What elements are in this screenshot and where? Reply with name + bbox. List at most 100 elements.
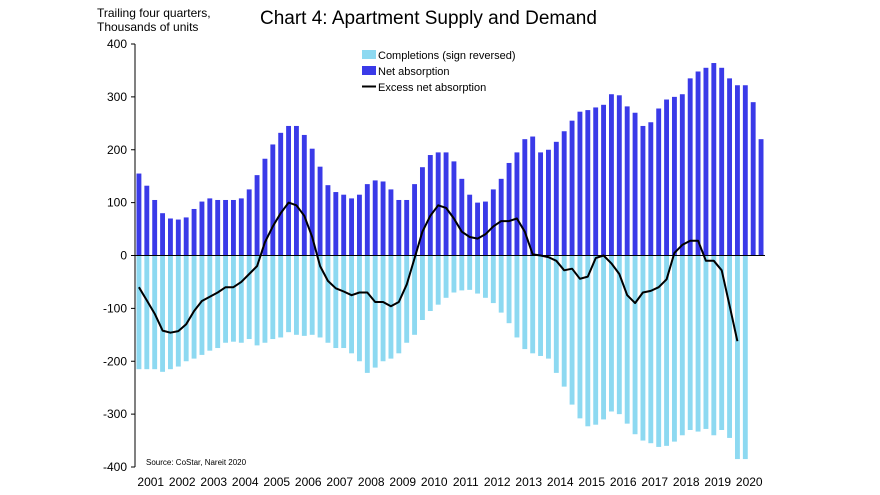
x-tick-label: 2008 bbox=[358, 475, 385, 489]
net-absorption-bar bbox=[286, 125, 292, 256]
x-tick-label: 2001 bbox=[137, 475, 164, 489]
net-absorption-bar bbox=[254, 175, 260, 256]
net-absorption-bar bbox=[317, 166, 323, 256]
completions-bar bbox=[341, 255, 347, 349]
net-absorption-bar bbox=[278, 132, 284, 256]
net-absorption-bar bbox=[388, 189, 394, 256]
x-tick-label: 2002 bbox=[169, 475, 196, 489]
completions-bar bbox=[475, 255, 481, 294]
completions-bar bbox=[404, 255, 410, 343]
net-absorption-bar bbox=[522, 139, 528, 256]
net-absorption-bar bbox=[459, 178, 465, 256]
completions-bar bbox=[482, 255, 488, 298]
x-tick-label: 2014 bbox=[547, 475, 574, 489]
net-absorption-bar bbox=[167, 218, 173, 256]
net-absorption-bar bbox=[608, 94, 614, 256]
net-absorption-bar bbox=[593, 107, 599, 256]
completions-bar bbox=[356, 255, 362, 362]
net-absorption-bar bbox=[490, 189, 496, 256]
legend-swatch-net-absorption bbox=[362, 66, 376, 75]
net-absorption-bar bbox=[152, 199, 158, 256]
completions-bar bbox=[679, 255, 685, 436]
net-absorption-bar bbox=[160, 213, 166, 256]
y-tick-label: 0 bbox=[120, 249, 127, 263]
completions-bar bbox=[451, 255, 457, 293]
x-tick-label: 2007 bbox=[326, 475, 353, 489]
net-absorption-bar bbox=[703, 67, 709, 256]
completions-bar bbox=[270, 255, 276, 340]
net-absorption-bar bbox=[498, 178, 504, 256]
completions-bar bbox=[246, 255, 252, 340]
completions-bar bbox=[514, 255, 520, 338]
completions-bar bbox=[530, 255, 536, 354]
net-absorption-bar bbox=[451, 161, 457, 256]
completions-bar bbox=[309, 255, 315, 335]
net-absorption-bar bbox=[727, 78, 733, 256]
completions-bar bbox=[427, 255, 433, 312]
x-tick-label: 2009 bbox=[389, 475, 416, 489]
net-absorption-bar bbox=[664, 99, 670, 256]
net-absorption-bar bbox=[356, 194, 362, 256]
net-absorption-bar bbox=[656, 108, 662, 256]
completions-bar bbox=[616, 255, 622, 415]
bars-group bbox=[136, 63, 764, 460]
x-tick-label: 2013 bbox=[515, 475, 542, 489]
net-absorption-bar bbox=[230, 199, 236, 256]
net-absorption-bar bbox=[246, 189, 252, 256]
completions-bar bbox=[656, 255, 662, 447]
completions-bar bbox=[175, 255, 181, 367]
net-absorption-bar bbox=[136, 173, 142, 256]
completions-bar bbox=[223, 255, 229, 343]
completions-bar bbox=[490, 255, 496, 304]
net-absorption-bar bbox=[199, 201, 205, 256]
completions-bar bbox=[254, 255, 260, 346]
x-tick-label: 2004 bbox=[232, 475, 259, 489]
x-tick-label: 2018 bbox=[673, 475, 700, 489]
y-axis-label: Trailing four quarters, Thousands of uni… bbox=[97, 6, 211, 34]
completions-bar bbox=[648, 255, 654, 444]
completions-bar bbox=[671, 255, 677, 442]
net-absorption-bar bbox=[309, 148, 315, 256]
net-absorption-bar bbox=[569, 120, 575, 256]
completions-bar bbox=[167, 255, 173, 370]
net-absorption-bar bbox=[601, 104, 607, 256]
completions-bar bbox=[624, 255, 630, 424]
completions-bar bbox=[286, 255, 292, 333]
net-absorption-bar bbox=[349, 198, 355, 256]
net-absorption-bar bbox=[191, 208, 197, 256]
net-absorption-bar bbox=[719, 67, 725, 256]
completions-bar bbox=[538, 255, 544, 356]
completions-bar bbox=[230, 255, 236, 342]
completions-bar bbox=[522, 255, 528, 350]
net-absorption-bar bbox=[632, 112, 638, 256]
net-absorption-bar bbox=[333, 192, 339, 256]
completions-bar bbox=[215, 255, 221, 349]
net-absorption-bar bbox=[175, 219, 181, 256]
completions-bar bbox=[640, 255, 646, 441]
net-absorption-bar bbox=[270, 144, 276, 256]
x-tick-label: 2006 bbox=[295, 475, 322, 489]
net-absorption-bar bbox=[341, 194, 347, 256]
x-tick-label: 2010 bbox=[421, 475, 448, 489]
net-absorption-bar bbox=[585, 110, 591, 256]
net-absorption-bar bbox=[183, 217, 189, 256]
net-absorption-bar bbox=[223, 199, 229, 256]
net-absorption-bar bbox=[475, 202, 481, 256]
net-absorption-bar bbox=[380, 181, 386, 256]
axes-group: 400 300 200 100 0 -100 -200 -300 -400 2001 2002 200… bbox=[103, 37, 765, 489]
completions-bar bbox=[183, 255, 189, 362]
completions-bar bbox=[293, 255, 299, 335]
net-absorption-bar bbox=[734, 85, 740, 256]
completions-bar bbox=[561, 255, 567, 387]
completions-bar bbox=[506, 255, 512, 324]
net-absorption-bar bbox=[577, 111, 583, 256]
completions-bar bbox=[412, 255, 418, 335]
completions-bar bbox=[325, 255, 331, 343]
net-absorption-bar bbox=[419, 167, 425, 256]
completions-bar bbox=[695, 255, 701, 432]
net-absorption-bar bbox=[711, 63, 717, 256]
completions-bar bbox=[262, 255, 268, 343]
completions-bar bbox=[207, 255, 213, 351]
x-tick-label: 2011 bbox=[453, 475, 479, 489]
